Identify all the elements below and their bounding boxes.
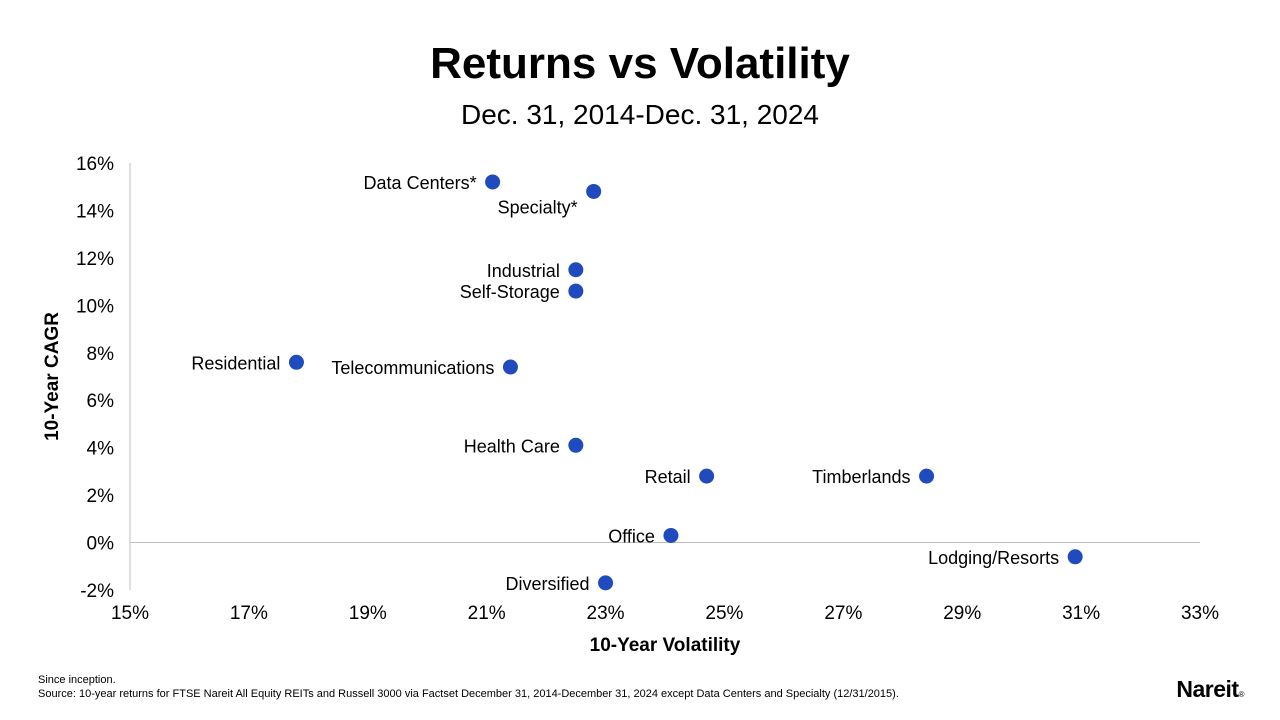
data-point [502,359,518,375]
data-point-label: Office [608,526,655,546]
data-point [663,527,679,543]
x-tick-label: 31% [1062,603,1100,624]
data-point [1067,549,1083,565]
data-point-label: Timberlands [812,467,910,487]
data-points: Data Centers* Specialty* IndustrialSelf-St… [191,173,1083,594]
data-point-label: Data Centers* [364,173,477,193]
y-tick-label: -2% [80,581,114,602]
data-point [485,174,501,190]
y-tick-label: 14% [76,201,114,222]
data-point [699,468,715,484]
data-point [568,437,584,453]
y-tick-label: 0% [87,534,115,555]
nareit-logo-text: Nareit [1176,676,1239,702]
data-point-label: Telecommunications [331,358,494,378]
data-point-label: Residential [191,353,280,373]
y-tick-label: 6% [87,391,115,412]
chart-title: Returns vs Volatility [430,39,850,88]
x-tick-label: 21% [468,603,506,624]
y-tick-label: 4% [87,439,115,460]
x-tick-label: 27% [824,603,862,624]
data-point-label: Industrial [487,261,560,281]
data-point [288,354,304,370]
x-tick-label: 19% [349,603,387,624]
x-tick-labels: 15% 17% 19% 21% 23% 25% 27% 29% 31% 33% [111,603,1219,624]
nareit-logo: Nareit® [1176,676,1244,703]
data-point [919,468,935,484]
data-point [568,262,584,278]
y-tick-label: 12% [76,249,114,270]
y-tick-label: 16% [76,154,114,175]
x-axis-title: 10-Year Volatility [590,635,741,656]
y-tick-label: 8% [87,344,115,365]
y-tick-label: 2% [87,486,115,507]
x-tick-label: 25% [705,603,743,624]
x-tick-label: 33% [1181,603,1219,624]
data-point-label: Lodging/Resorts [928,548,1059,568]
data-point-label: Specialty* [498,197,578,217]
chart-subtitle: Dec. 31, 2014-Dec. 31, 2024 [461,99,819,130]
x-tick-label: 15% [111,603,149,624]
y-axis-title: 10-Year CAGR [42,312,63,441]
x-tick-label: 23% [587,603,625,624]
y-tick-label: 10% [76,296,114,317]
y-tick-labels: -2% 0% 2% 4% 6% 8% 10% 12% 14% 16% [76,154,114,602]
data-point [568,283,584,299]
data-point-label: Diversified [506,574,590,594]
data-point [598,575,614,591]
data-point-label: Retail [645,467,691,487]
registered-mark: ® [1238,690,1245,699]
x-tick-label: 29% [943,603,981,624]
data-point-label: Self-Storage [460,282,560,302]
footnote-since-inception: Since inception. [38,674,116,686]
footnote-source: Source: 10-year returns for FTSE Nareit … [38,688,899,700]
data-point-label: Health Care [464,436,560,456]
x-tick-label: 17% [230,603,268,624]
data-point [586,183,602,199]
